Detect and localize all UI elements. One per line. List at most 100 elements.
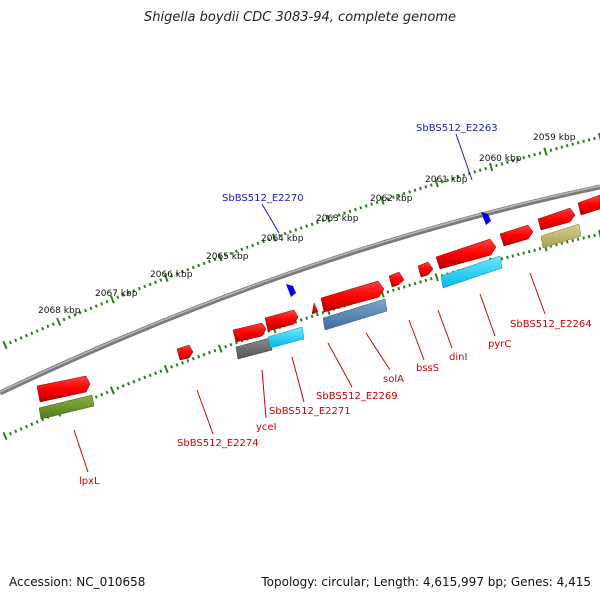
label-SbBS512_E2269[interactable]: SbBS512_E2269 (316, 391, 398, 402)
ruler-top-tick (186, 267, 190, 272)
label-SbBS512_E2271[interactable]: SbBS512_E2271 (269, 406, 351, 417)
kbp-label-2062: 2062 kbp (370, 194, 413, 204)
label-bssS[interactable]: bssS (416, 363, 439, 374)
ruler-top-tick (132, 289, 136, 293)
gene-small-red[interactable] (311, 302, 319, 315)
gene-red-right-2[interactable] (577, 194, 600, 216)
feature-SbBS512_E2264-box[interactable] (540, 223, 582, 249)
gene-bssS-arrow[interactable] (388, 271, 405, 288)
feature-solA-box[interactable] (322, 298, 388, 331)
ruler-top-tick (598, 132, 600, 142)
feature-yceI-box[interactable] (235, 337, 273, 360)
ruler-top (2, 132, 600, 350)
ruler-top-tick (41, 326, 45, 331)
ruler-bottom-tick (511, 254, 515, 258)
ruler-bottom-tick (397, 286, 401, 291)
ruler-bottom-tick (35, 420, 39, 424)
ruler-top-tick (137, 286, 141, 291)
gene-red-right-1[interactable] (499, 224, 534, 247)
ruler-top-tick (500, 162, 504, 166)
label-yceI[interactable]: yceI (256, 422, 277, 433)
label-lpxL[interactable]: lpxL (79, 476, 100, 487)
ruler-top-tick (337, 213, 341, 217)
feature-pyrC-box[interactable] (440, 255, 503, 289)
bottom-labels: lpxL SbBS512_E2274 yceI SbBS512_E2271 Sb… (79, 319, 592, 487)
label-solA[interactable]: solA (383, 374, 404, 385)
ruler-top-tick (84, 308, 88, 313)
ruler-bottom-tick (299, 318, 303, 322)
ruler-top-tick (89, 306, 93, 311)
ruler-bottom-tick (321, 310, 325, 315)
ruler-top-tick (538, 151, 542, 155)
ruler-bottom-tick (8, 431, 12, 436)
ruler-top-tick (305, 224, 309, 228)
ruler-top-tick (408, 190, 412, 194)
ruler-top-tick (148, 282, 152, 287)
feature-lpxL-box[interactable] (38, 394, 95, 420)
ruler-bottom-tick (305, 316, 309, 320)
ruler-top-tick (560, 145, 564, 149)
gene-lpxL-arrow[interactable] (36, 375, 91, 403)
ruler-top-tick (217, 253, 223, 262)
label-dinI[interactable]: dinI (449, 352, 467, 363)
ruler-top-tick (516, 157, 520, 161)
ruler-top-tick (440, 180, 444, 184)
ruler-top-tick (294, 228, 298, 232)
ruler-bottom-tick (424, 278, 428, 283)
ruler-bottom-tick (419, 280, 422, 284)
ruler-bottom-tick (121, 384, 125, 388)
ruler-bottom-tick (148, 373, 152, 378)
ruler-bottom-tick (229, 342, 233, 347)
ruler-bottom-tick (500, 257, 504, 261)
ruler-top-tick (310, 222, 314, 227)
ruler-bottom-tick (163, 364, 169, 374)
ruler-top-tick (8, 340, 12, 345)
ruler-top-tick (364, 204, 368, 208)
ruler-bottom-tick (202, 352, 206, 357)
ruler-bottom-tick (434, 273, 439, 282)
label-pyrC[interactable]: pyrC (488, 339, 511, 350)
ruler-bottom-tick (576, 237, 580, 241)
ruler-top-tick (495, 163, 498, 168)
ruler-bottom-tick (14, 429, 18, 434)
kbp-label-2063: 2063 kbp (316, 214, 359, 224)
ruler-top-tick (267, 237, 271, 242)
gene-SbBS512_E2264-arrow[interactable] (537, 207, 576, 231)
gene-dinI-arrow[interactable] (417, 261, 434, 278)
ruler-top-tick (288, 230, 292, 234)
gene-yceI-arrow[interactable] (232, 322, 267, 343)
ruler-top-tick (180, 269, 184, 274)
ruler-bottom-tick (516, 252, 520, 257)
feature-SbBS512_E2271-box[interactable] (267, 326, 305, 349)
gene-SbBS512_E2271-arrow[interactable] (264, 309, 299, 332)
label-SbBS512_E2270[interactable]: SbBS512_E2270 (222, 193, 304, 204)
blue-marker-left[interactable] (286, 284, 296, 297)
ruler-top-tick (163, 273, 169, 283)
ruler-top-tick (316, 220, 319, 225)
gene-SbBS512_E2274-arrow[interactable] (176, 344, 194, 361)
label-SbBS512_E2263[interactable]: SbBS512_E2263 (416, 123, 498, 134)
gene-solA-arrow[interactable] (320, 280, 385, 313)
ruler-top-tick (67, 315, 71, 320)
ruler-bottom-tick (105, 390, 109, 395)
feature-boxes (38, 223, 582, 420)
ruler-top-tick (326, 214, 331, 223)
ruler-bottom-tick (587, 234, 591, 239)
label-SbBS512_E2274[interactable]: SbBS512_E2274 (177, 438, 259, 449)
ruler-top-tick (565, 143, 569, 148)
gene-pyrC-arrow[interactable] (435, 238, 497, 270)
ruler-top-tick (35, 329, 39, 333)
ruler-top-tick (434, 179, 439, 188)
ruler-top-tick (224, 253, 228, 258)
ruler-top-tick (116, 295, 120, 299)
ruler-top-tick (14, 338, 18, 343)
label-SbBS512_E2264[interactable]: SbBS512_E2264 (510, 319, 592, 330)
ruler-bottom-tick (213, 348, 217, 353)
ruler-top-tick (484, 166, 488, 171)
ruler-top-tick (78, 311, 82, 315)
ruler-top-tick (353, 207, 357, 212)
blue-marker-right[interactable] (481, 212, 491, 225)
ruler-top-tick (527, 154, 531, 158)
